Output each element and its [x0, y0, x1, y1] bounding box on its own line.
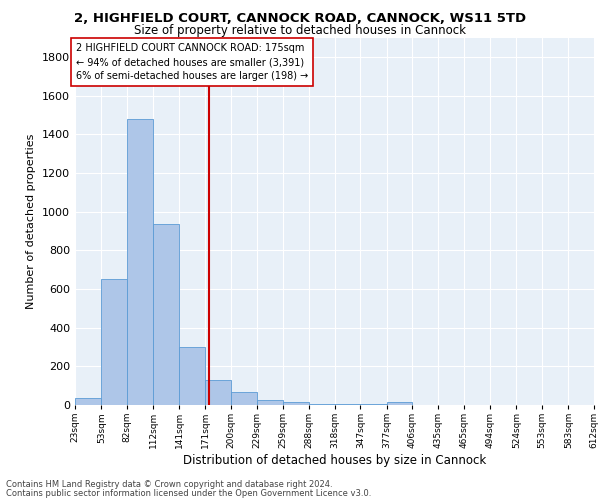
X-axis label: Distribution of detached houses by size in Cannock: Distribution of detached houses by size … [183, 454, 486, 467]
Text: Contains public sector information licensed under the Open Government Licence v3: Contains public sector information licen… [6, 488, 371, 498]
Bar [387, 402, 412, 405]
Bar [127, 118, 154, 405]
Bar [283, 402, 308, 405]
Y-axis label: Number of detached properties: Number of detached properties [26, 134, 37, 309]
Bar [231, 392, 257, 405]
Bar [308, 404, 335, 405]
Bar [179, 347, 205, 405]
Bar [257, 400, 283, 405]
Bar [101, 280, 127, 405]
Bar [361, 404, 387, 405]
Text: 2, HIGHFIELD COURT, CANNOCK ROAD, CANNOCK, WS11 5TD: 2, HIGHFIELD COURT, CANNOCK ROAD, CANNOC… [74, 12, 526, 26]
Text: Contains HM Land Registry data © Crown copyright and database right 2024.: Contains HM Land Registry data © Crown c… [6, 480, 332, 489]
Bar [154, 224, 179, 405]
Bar [335, 404, 361, 405]
Bar [75, 398, 101, 405]
Text: Size of property relative to detached houses in Cannock: Size of property relative to detached ho… [134, 24, 466, 37]
Text: 2 HIGHFIELD COURT CANNOCK ROAD: 175sqm
← 94% of detached houses are smaller (3,3: 2 HIGHFIELD COURT CANNOCK ROAD: 175sqm ←… [76, 44, 308, 82]
Bar [205, 380, 231, 405]
